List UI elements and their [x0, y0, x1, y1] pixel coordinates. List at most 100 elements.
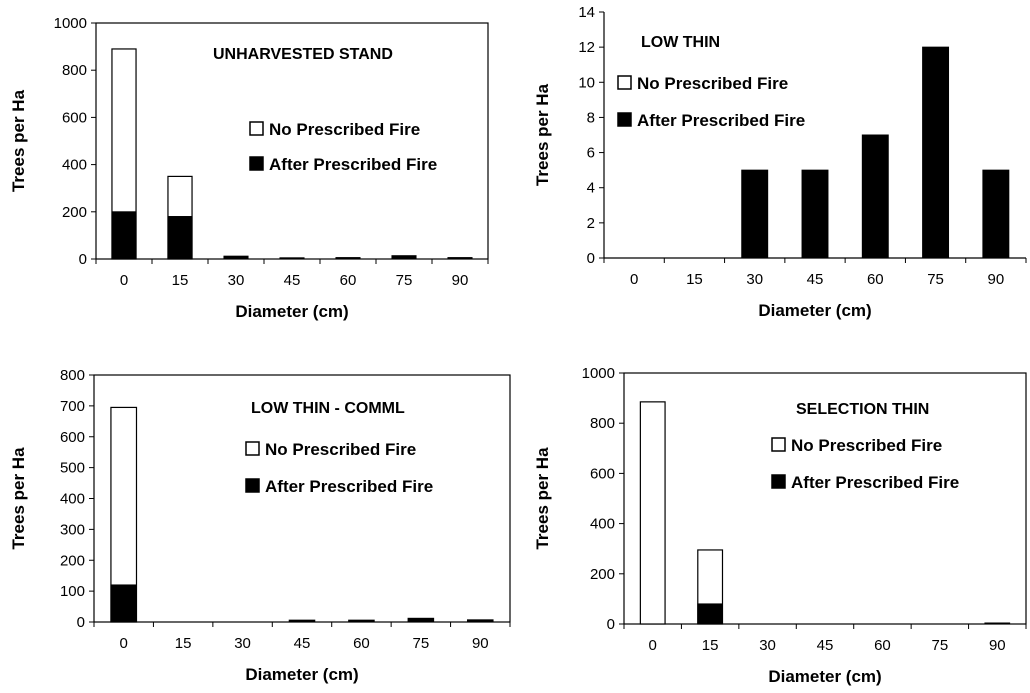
x-tick-label: 0 [120, 635, 128, 652]
y-tick-label: 400 [60, 491, 85, 508]
x-tick-label: 90 [472, 635, 489, 652]
y-tick-label: 300 [60, 521, 85, 538]
bar-after-prescribed-fire [467, 619, 494, 623]
bar-after-prescribed-fire [335, 257, 361, 260]
y-tick-label: 0 [587, 250, 595, 267]
x-tick-label: 75 [396, 272, 413, 289]
bar-after-prescribed-fire [167, 216, 193, 260]
bar-after-prescribed-fire [697, 603, 723, 625]
y-axis-title: Trees per Ha [9, 89, 28, 192]
legend-label-no-fire: No Prescribed Fire [265, 440, 416, 459]
y-tick-label: 200 [590, 566, 615, 583]
legend-swatch-no-fire [771, 437, 786, 452]
panel-title: UNHARVESTED STAND [213, 46, 393, 63]
x-tick-label: 0 [649, 637, 657, 654]
legend-swatch-no-fire [617, 75, 632, 90]
y-tick-label: 400 [62, 157, 87, 174]
x-tick-label: 0 [120, 272, 128, 289]
x-axis-title: Diameter (cm) [245, 665, 358, 684]
bar-no-prescribed-fire [639, 401, 666, 625]
y-tick-label: 0 [77, 614, 85, 631]
bar-after-prescribed-fire [111, 211, 137, 260]
y-tick-label: 800 [60, 367, 85, 384]
legend-label-after-fire: After Prescribed Fire [637, 111, 805, 130]
y-tick-label: 100 [60, 583, 85, 600]
y-tick-label: 700 [60, 398, 85, 415]
bar-after-prescribed-fire [741, 169, 769, 259]
y-tick-label: 8 [587, 109, 595, 126]
y-tick-label: 800 [590, 415, 615, 432]
chart-panel-3: 0 100 200 300 400 500 600 700 800 0 15 30 45 60 75 90 Di… [9, 367, 511, 684]
y-tick-label: 2 [587, 215, 595, 232]
bar-after-prescribed-fire [391, 255, 417, 260]
y-tick-label: 400 [590, 516, 615, 533]
y-axis-title: Trees per Ha [9, 447, 28, 550]
x-axis-title: Diameter (cm) [758, 301, 871, 320]
bar-after-prescribed-fire [407, 617, 435, 623]
panel-title: SELECTION THIN [796, 401, 929, 418]
x-tick-label: 60 [340, 272, 357, 289]
x-tick-label: 0 [630, 271, 638, 288]
legend-swatch-no-fire [249, 121, 264, 136]
chart-panel-1: 0 200 400 600 800 1000 0 15 30 45 60 75 90 Diameter (… [9, 15, 489, 321]
x-tick-label: 75 [927, 271, 944, 288]
legend-swatch-after-fire [617, 112, 632, 127]
x-tick-label: 30 [234, 635, 251, 652]
bar-after-prescribed-fire [110, 584, 137, 623]
bar-after-prescribed-fire [801, 169, 829, 259]
legend-label-after-fire: After Prescribed Fire [791, 473, 959, 492]
x-tick-label: 30 [746, 271, 763, 288]
x-tick-label: 15 [172, 272, 189, 289]
y-tick-label: 500 [60, 460, 85, 477]
x-tick-label: 15 [175, 635, 192, 652]
x-tick-label: 15 [686, 271, 703, 288]
x-tick-label: 45 [284, 272, 301, 289]
y-tick-label: 6 [587, 145, 595, 162]
y-tick-label: 1000 [582, 365, 615, 382]
x-tick-label: 90 [452, 272, 469, 289]
y-tick-label: 1000 [54, 15, 87, 32]
legend-swatch-after-fire [771, 474, 786, 489]
legend-label-no-fire: No Prescribed Fire [791, 436, 942, 455]
panel-title: LOW THIN - COMML [251, 400, 405, 417]
y-tick-label: 0 [79, 251, 87, 268]
y-tick-label: 600 [60, 429, 85, 446]
bar-after-prescribed-fire [984, 622, 1011, 625]
y-axis-title: Trees per Ha [533, 447, 552, 550]
y-tick-label: 10 [578, 74, 595, 91]
y-tick-label: 200 [62, 204, 87, 221]
x-tick-label: 60 [353, 635, 370, 652]
legend-swatch-no-fire [245, 441, 260, 456]
x-tick-label: 30 [228, 272, 245, 289]
y-tick-label: 4 [587, 180, 595, 197]
y-tick-label: 800 [62, 62, 87, 79]
bar-after-prescribed-fire [223, 255, 249, 260]
bar-after-prescribed-fire [279, 257, 305, 260]
legend-label-after-fire: After Prescribed Fire [265, 477, 433, 496]
y-tick-label: 12 [578, 39, 595, 56]
legend-label-no-fire: No Prescribed Fire [269, 120, 420, 139]
x-tick-label: 75 [932, 637, 949, 654]
panel-title: LOW THIN [641, 34, 720, 51]
y-axis-title: Trees per Ha [533, 83, 552, 186]
bar-after-prescribed-fire [288, 619, 316, 623]
y-tick-label: 600 [590, 465, 615, 482]
bar-after-prescribed-fire [982, 169, 1010, 259]
chart-panel-2: 0 2 4 6 8 10 12 14 0 15 30 45 60 75 90 Diameter (cm) Tre… [533, 4, 1027, 320]
legend-swatch-after-fire [245, 478, 260, 493]
y-tick-label: 0 [607, 616, 615, 633]
bar-after-prescribed-fire [348, 619, 375, 623]
bar-after-prescribed-fire [447, 257, 473, 260]
bar-after-prescribed-fire [922, 46, 950, 259]
legend-label-after-fire: After Prescribed Fire [269, 155, 437, 174]
x-tick-label: 30 [759, 637, 776, 654]
x-axis-title: Diameter (cm) [768, 667, 881, 686]
y-tick-label: 200 [60, 552, 85, 569]
x-tick-label: 15 [702, 637, 719, 654]
x-tick-label: 75 [413, 635, 430, 652]
x-tick-label: 45 [817, 637, 834, 654]
bar-after-prescribed-fire [861, 134, 889, 259]
x-tick-label: 45 [807, 271, 824, 288]
plot-frame [623, 372, 1027, 625]
y-tick-label: 600 [62, 109, 87, 126]
